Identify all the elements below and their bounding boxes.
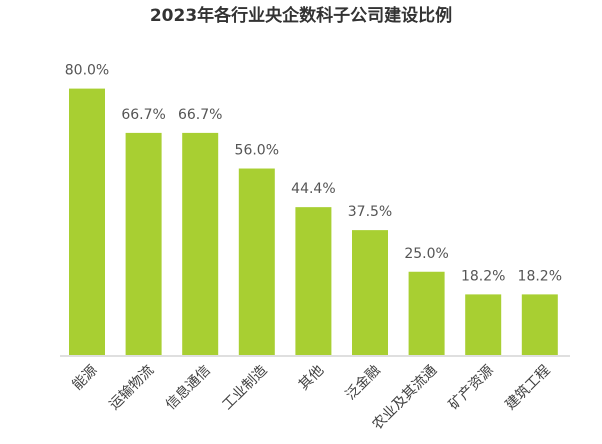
value-label: 66.7%	[121, 107, 165, 123]
x-tick-label: 其他	[296, 362, 327, 393]
value-label: 18.2%	[461, 268, 505, 284]
x-tick-label: 工业制造	[220, 362, 271, 413]
chart-title: 2023年各行业央企数科子公司建设比例	[150, 5, 452, 26]
x-tick-label: 能源	[70, 362, 101, 393]
bar	[352, 230, 388, 355]
value-label: 44.4%	[291, 181, 335, 197]
x-tick-label: 矿产资源	[446, 362, 497, 413]
x-tick-label: 运输物流	[106, 362, 157, 413]
value-label: 37.5%	[348, 204, 392, 220]
x-tick-label: 信息通信	[162, 362, 214, 414]
value-label: 25.0%	[404, 246, 448, 262]
bar	[465, 294, 502, 355]
x-tick-label: 泛金融	[343, 362, 384, 403]
bar	[125, 132, 162, 355]
x-tick-label: 建筑工程	[503, 362, 554, 413]
bar	[408, 271, 445, 355]
bar	[69, 88, 105, 355]
value-label: 80.0%	[65, 63, 109, 79]
bar	[521, 294, 558, 355]
value-label: 18.2%	[518, 268, 562, 284]
bar	[238, 168, 275, 355]
value-label: 66.7%	[178, 107, 222, 123]
bar	[295, 207, 332, 355]
bar	[182, 132, 219, 355]
value-label: 56.0%	[235, 143, 279, 159]
